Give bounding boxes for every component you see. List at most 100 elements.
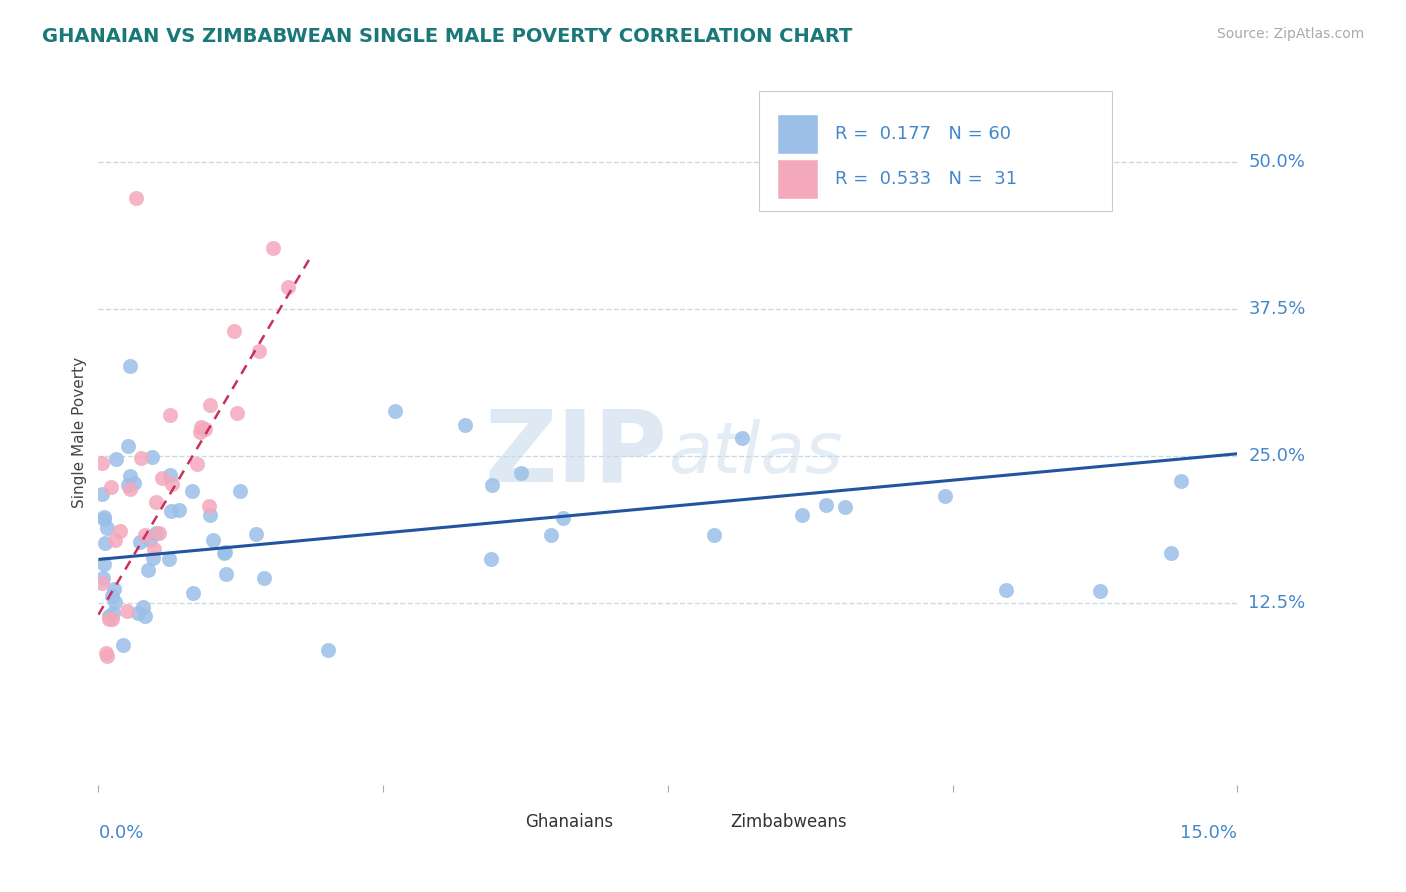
Point [142,542,165,557]
Point [128,535,150,549]
Point [703,528,725,542]
Point [262,241,284,255]
Point [93,536,115,550]
Point [127,606,149,620]
Point [169,502,191,516]
Point [141,450,163,464]
Point [229,484,252,499]
Point [148,526,170,541]
Point [134,528,156,542]
Point [117,478,139,492]
Point [103,582,125,596]
Text: 37.5%: 37.5% [1249,301,1306,318]
Point [540,528,562,542]
Point [159,468,181,483]
Point [101,613,124,627]
Text: atlas: atlas [668,419,842,488]
Point [252,571,274,585]
Text: Source: ZipAtlas.com: Source: ZipAtlas.com [1216,27,1364,41]
FancyBboxPatch shape [485,814,517,830]
Point [160,476,183,491]
Text: Zimbabweans: Zimbabweans [731,814,846,831]
Point [245,527,267,541]
Point [159,504,181,518]
Point [190,420,212,434]
Point [96,521,118,535]
Text: Ghanaians: Ghanaians [526,814,613,831]
Point [454,417,477,432]
Point [150,471,173,485]
Point [1160,546,1182,560]
Point [790,508,813,523]
Point [198,499,221,513]
Point [139,533,162,548]
Point [134,609,156,624]
Point [132,599,155,614]
FancyBboxPatch shape [690,814,723,830]
Point [101,590,124,604]
Point [104,533,127,547]
Point [157,552,180,566]
Point [120,359,142,373]
Point [995,582,1018,597]
FancyBboxPatch shape [759,91,1112,211]
Point [91,457,114,471]
Point [118,482,141,496]
Point [97,608,120,623]
Text: 15.0%: 15.0% [1180,824,1237,842]
Point [91,571,114,585]
Point [247,344,270,359]
Point [112,638,135,652]
Point [100,480,122,494]
Point [384,404,406,418]
Text: R =  0.177   N = 60: R = 0.177 N = 60 [835,125,1011,143]
Point [181,484,204,499]
Point [1170,474,1192,488]
Point [814,498,837,512]
Point [104,595,127,609]
Point [145,525,167,540]
Point [215,567,238,582]
Point [834,500,856,514]
Point [201,533,224,548]
Point [212,546,235,560]
Point [91,576,114,591]
Text: 50.0%: 50.0% [1249,153,1305,171]
Point [194,422,217,436]
Y-axis label: Single Male Poverty: Single Male Poverty [72,357,87,508]
Point [94,646,117,660]
Point [226,406,249,420]
Text: ZIP: ZIP [485,405,668,502]
Point [181,586,204,600]
Point [108,524,131,539]
Text: 12.5%: 12.5% [1249,594,1306,612]
Text: GHANAIAN VS ZIMBABWEAN SINGLE MALE POVERTY CORRELATION CHART: GHANAIAN VS ZIMBABWEAN SINGLE MALE POVER… [42,27,852,45]
Point [551,511,574,525]
Point [731,431,754,445]
Point [186,457,208,471]
Text: 25.0%: 25.0% [1249,447,1306,465]
Point [118,469,141,483]
Point [125,191,148,205]
Text: 0.0%: 0.0% [98,824,143,842]
Text: R =  0.533   N =  31: R = 0.533 N = 31 [835,170,1018,188]
Point [93,512,115,526]
Point [93,558,115,572]
Point [198,397,221,411]
Point [124,475,146,490]
Point [188,425,211,440]
Point [222,324,245,338]
Point [98,612,121,626]
Point [479,552,502,566]
Point [103,606,125,620]
Point [105,451,128,466]
Point [93,510,115,524]
Point [117,604,139,618]
Point [198,508,221,523]
Point [277,280,299,294]
FancyBboxPatch shape [779,160,818,199]
Point [96,648,118,663]
Point [316,642,339,657]
Point [91,487,114,501]
Point [159,408,181,422]
